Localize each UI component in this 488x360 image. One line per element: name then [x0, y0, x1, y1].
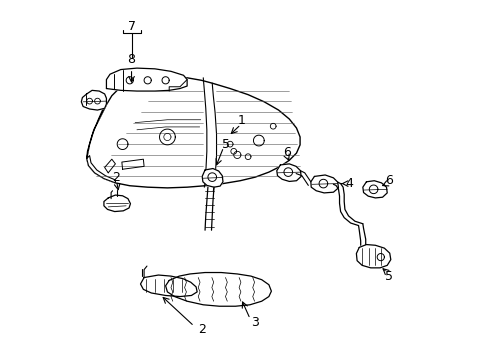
Text: 5: 5: [384, 270, 392, 283]
Polygon shape: [86, 105, 106, 158]
Polygon shape: [362, 181, 386, 198]
Polygon shape: [81, 90, 106, 110]
Polygon shape: [165, 273, 271, 306]
Polygon shape: [86, 76, 300, 188]
Text: 1: 1: [237, 114, 245, 127]
Text: 3: 3: [250, 316, 258, 329]
Text: 4: 4: [345, 177, 353, 190]
Polygon shape: [104, 159, 115, 173]
Polygon shape: [202, 168, 223, 187]
Polygon shape: [104, 195, 130, 212]
Text: 2: 2: [112, 171, 120, 184]
Text: 2: 2: [198, 323, 206, 336]
Text: 8: 8: [127, 53, 135, 66]
Polygon shape: [106, 68, 187, 91]
Text: 6: 6: [384, 174, 392, 187]
Polygon shape: [356, 244, 390, 268]
Polygon shape: [310, 175, 338, 193]
Polygon shape: [276, 164, 301, 181]
Polygon shape: [86, 156, 115, 183]
Polygon shape: [122, 159, 144, 169]
Text: 5: 5: [222, 138, 229, 150]
Text: 7: 7: [127, 20, 135, 33]
Polygon shape: [140, 275, 197, 297]
Text: 6: 6: [282, 145, 290, 158]
